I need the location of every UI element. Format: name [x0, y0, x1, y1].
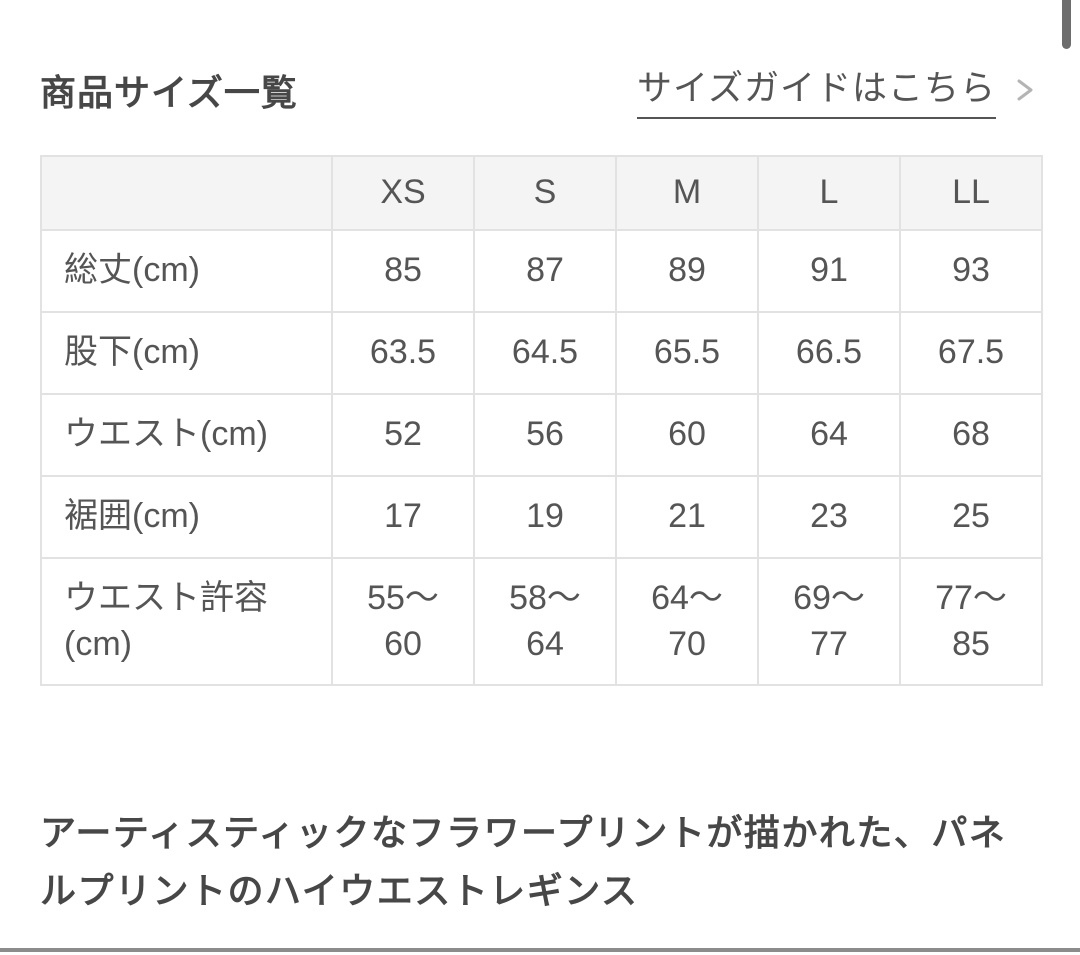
- cell-value: 66.5: [757, 311, 901, 395]
- cell-value: 87: [473, 229, 617, 313]
- size-guide-link-label: サイズガイドはこちら: [637, 60, 996, 119]
- cell-value: 64: [757, 393, 901, 477]
- scrollbar-thumb[interactable]: [1062, 0, 1071, 49]
- row-label: 裾囲(cm): [40, 475, 333, 559]
- cell-value: 60: [615, 393, 759, 477]
- cell-value: 68: [899, 393, 1043, 477]
- cell-value: 56: [473, 393, 617, 477]
- table-header-s: S: [473, 155, 617, 231]
- cell-value: 89: [615, 229, 759, 313]
- section-header: 商品サイズ一覧 サイズガイドはこちら: [40, 0, 1040, 119]
- table-row-inseam: 股下(cm) 63.5 64.5 65.5 66.5 67.5: [40, 311, 1043, 395]
- page-title: 商品サイズ一覧: [40, 71, 298, 113]
- table-row-waist-allowance: ウエスト許容 (cm) 55〜 60 58〜 64 64〜 70 69〜 77 …: [40, 557, 1043, 686]
- cell-value: 64〜 70: [615, 557, 759, 686]
- table-header-xs: XS: [331, 155, 475, 231]
- cell-value: 69〜 77: [757, 557, 901, 686]
- cell-value: 65.5: [615, 311, 759, 395]
- cell-value: 64.5: [473, 311, 617, 395]
- cell-value: 85: [331, 229, 475, 313]
- cell-value: 19: [473, 475, 617, 559]
- cell-value: 25: [899, 475, 1043, 559]
- table-header-m: M: [615, 155, 759, 231]
- table-header-l: L: [757, 155, 901, 231]
- cell-value: 91: [757, 229, 901, 313]
- cell-value: 17: [331, 475, 475, 559]
- cell-value: 52: [331, 393, 475, 477]
- chevron-right-icon: [1010, 74, 1040, 106]
- main-content: 商品サイズ一覧 サイズガイドはこちら XS S M: [40, 0, 1043, 912]
- row-label: 股下(cm): [40, 311, 333, 395]
- table-header-row: XS S M L LL: [40, 155, 1043, 231]
- table-header-ll: LL: [899, 155, 1043, 231]
- cell-value: 21: [615, 475, 759, 559]
- cell-value: 55〜 60: [331, 557, 475, 686]
- table-row-waist: ウエスト(cm) 52 56 60 64 68: [40, 393, 1043, 477]
- cell-value: 77〜 85: [899, 557, 1043, 686]
- table-row-hem-width: 裾囲(cm) 17 19 21 23 25: [40, 475, 1043, 559]
- cell-value: 67.5: [899, 311, 1043, 395]
- table-row-total-length: 総丈(cm) 85 87 89 91 93: [40, 229, 1043, 313]
- table-header-empty: [40, 155, 333, 231]
- cell-value: 63.5: [331, 311, 475, 395]
- cell-value: 93: [899, 229, 1043, 313]
- cell-value: 23: [757, 475, 901, 559]
- row-label: ウエスト許容 (cm): [40, 557, 333, 686]
- row-label: 総丈(cm): [40, 229, 333, 313]
- bottom-divider: [0, 948, 1080, 952]
- cell-value: 58〜 64: [473, 557, 617, 686]
- product-description: アーティスティックなフラワープリントが描かれた、パネルプリントのハイウエストレギ…: [40, 812, 1007, 912]
- row-label: ウエスト(cm): [40, 393, 333, 477]
- size-table: XS S M L LL 総丈(cm) 85 87 89 91 93 股下(cm): [40, 155, 1043, 686]
- size-guide-link[interactable]: サイズガイドはこちら: [637, 60, 1040, 119]
